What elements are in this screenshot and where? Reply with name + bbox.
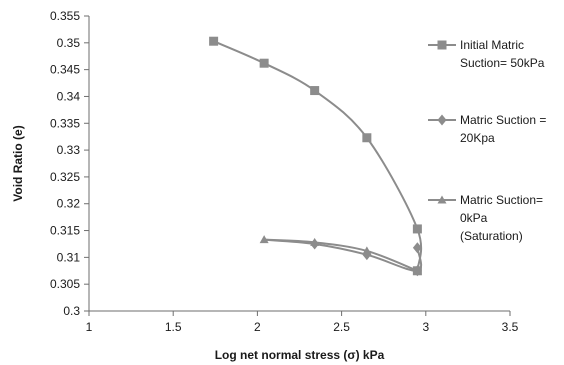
series-line xyxy=(213,40,423,271)
y-tick-label: 0.3 xyxy=(63,304,80,318)
y-tick-label: 0.34 xyxy=(57,89,81,103)
data-point-square xyxy=(259,58,269,68)
y-tick-label: 0.335 xyxy=(50,116,80,130)
y-tick-label: 0.305 xyxy=(50,277,80,291)
series-line xyxy=(264,238,423,272)
data-point-square xyxy=(362,133,372,143)
y-tick-labels: 0.3 0.305 0.31 0.315 0.32 0.325 0.33 0.335 0.34 0… xyxy=(50,9,89,318)
legend-item-square: Initial Matric Suction= 50kPa xyxy=(428,38,545,70)
series-line xyxy=(264,238,418,272)
data-point-square xyxy=(209,36,219,46)
data-point-triangle xyxy=(362,246,372,255)
y-tick-label: 0.355 xyxy=(50,9,80,23)
legend-label: (Saturation) xyxy=(460,229,523,243)
y-tick-label: 0.325 xyxy=(50,170,80,184)
y-tick-label: 0.315 xyxy=(50,224,80,238)
data-point-triangle xyxy=(412,266,422,275)
data-point-square xyxy=(412,224,422,234)
legend-label: Matric Suction = xyxy=(460,113,546,127)
legend-label: Initial Matric xyxy=(460,38,524,52)
y-tick-label: 0.32 xyxy=(57,197,81,211)
legend-label: 0kPa xyxy=(460,211,488,225)
y-tick-label: 0.345 xyxy=(50,63,80,77)
data-point-diamond xyxy=(412,242,422,254)
y-tick-label: 0.33 xyxy=(57,143,81,157)
legend-label: Suction= 50kPa xyxy=(460,56,545,70)
y-axis-title: Void Ratio (e) xyxy=(11,125,25,201)
legend-label: Matric Suction= xyxy=(460,193,543,207)
x-tick-label: 2 xyxy=(254,320,261,334)
legend-marker-square xyxy=(437,40,447,50)
data-point-square xyxy=(310,86,320,96)
data-point-triangle xyxy=(310,237,320,246)
legend-marker-triangle xyxy=(437,195,447,204)
legend-item-diamond: Matric Suction = 20Kpa xyxy=(428,113,546,145)
legend-item-triangle: Matric Suction= 0kPa (Saturation) xyxy=(428,193,543,243)
x-tick-labels: 1 1.5 2 2.5 3 3.5 xyxy=(86,311,519,334)
x-tick-label: 2.5 xyxy=(333,320,350,334)
x-tick-label: 3.5 xyxy=(502,320,519,334)
legend-marker-diamond xyxy=(437,114,447,126)
x-tick-label: 1 xyxy=(86,320,93,334)
axes xyxy=(88,16,510,312)
x-tick-label: 3 xyxy=(422,320,429,334)
series-diamond xyxy=(264,238,423,277)
x-tick-label: 1.5 xyxy=(165,320,182,334)
series-triangle xyxy=(259,235,422,275)
y-tick-label: 0.31 xyxy=(57,250,81,264)
legend-label: 20Kpa xyxy=(460,131,495,145)
x-axis-title: Log net normal stress (σ) kPa xyxy=(215,348,385,362)
legend: Initial Matric Suction= 50kPa Matric Sucti… xyxy=(428,38,546,243)
data-point-triangle xyxy=(259,235,269,244)
series-layer xyxy=(209,36,423,277)
y-tick-label: 0.35 xyxy=(57,36,81,50)
